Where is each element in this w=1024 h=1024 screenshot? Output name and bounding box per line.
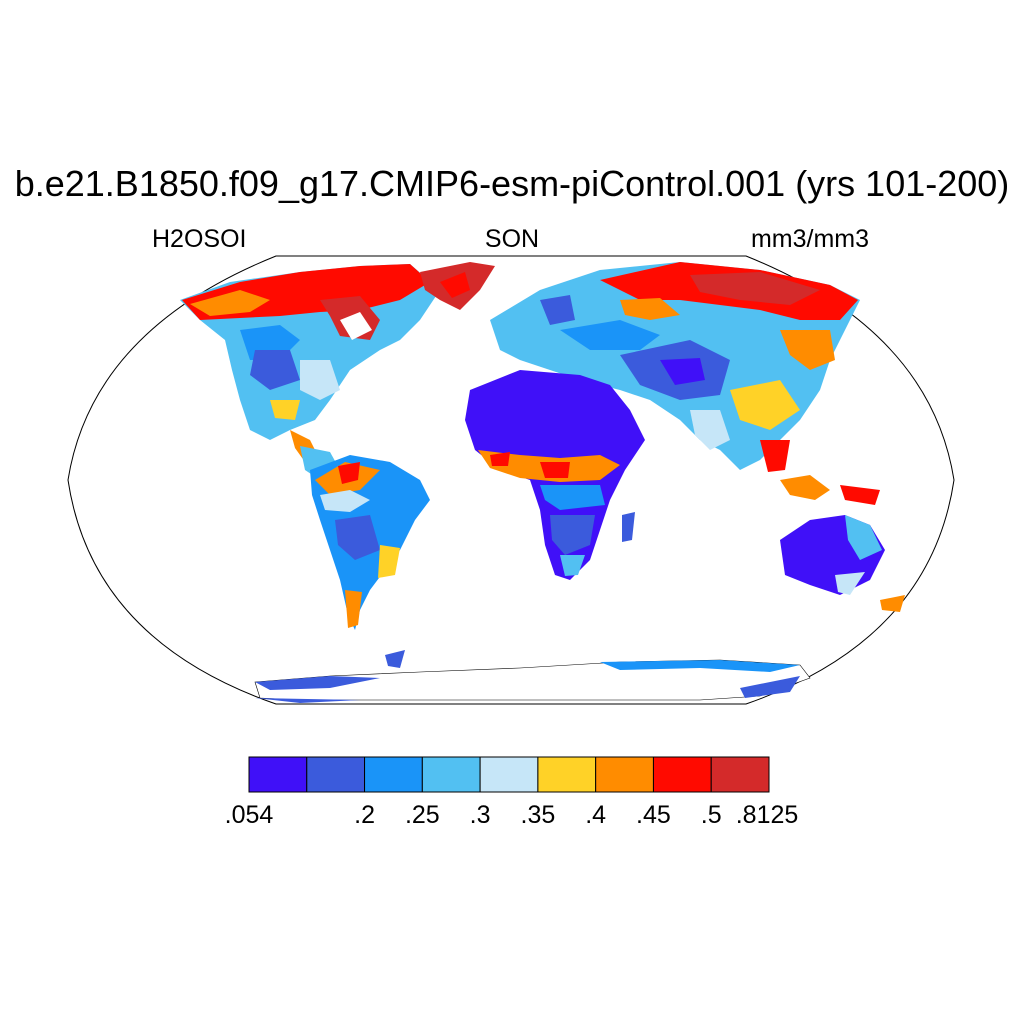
colorbar-swatch — [537, 756, 597, 793]
season-label: SON — [484, 225, 540, 253]
colorbar-tick-label: .35 — [520, 801, 556, 829]
colorbar-swatch — [421, 756, 481, 793]
africa — [465, 370, 645, 580]
colorbar-swatch — [595, 756, 654, 793]
units-label: mm3/mm3 — [750, 225, 869, 253]
colorbar-swatch — [248, 756, 308, 793]
colorbar-swatch — [306, 756, 366, 793]
colorbar-tick-label: .8125 — [735, 801, 799, 829]
australia — [780, 515, 905, 612]
north-america — [180, 264, 440, 480]
colorbar-swatch — [652, 756, 712, 793]
colorbar-swatch — [710, 756, 770, 793]
greenland — [420, 262, 495, 310]
colorbar-tick-label: .054 — [224, 801, 274, 829]
colorbar-swatch — [364, 756, 423, 793]
colorbar-tick-label: .4 — [585, 801, 607, 829]
maritime-asia — [780, 475, 880, 505]
plot-title: b.e21.B1850.f09_g17.CMIP6-esm-piControl.… — [14, 163, 1010, 204]
eurasia — [490, 262, 860, 472]
colorbar-tick-label: .5 — [700, 801, 722, 829]
colorbar-tick-label: .2 — [354, 801, 375, 829]
colorbar-tick-label: .3 — [469, 801, 491, 829]
colorbar-swatch — [479, 756, 539, 793]
south-america — [310, 455, 430, 630]
variable-label: H2OSOI — [152, 225, 247, 253]
colorbar-tick-label: .25 — [404, 801, 440, 829]
colorbar-tick-label: .45 — [636, 801, 671, 829]
colorbar — [248, 756, 770, 793]
antarctica — [254, 650, 811, 703]
